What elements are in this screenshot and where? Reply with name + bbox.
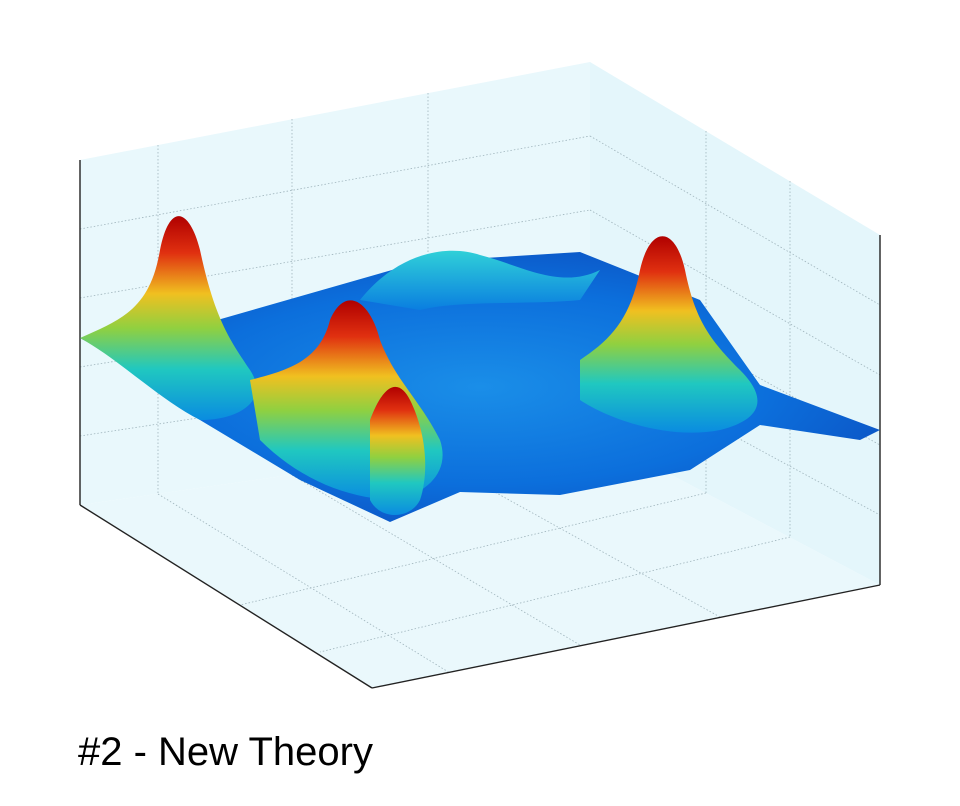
caption: #2 - New Theory <box>78 730 373 774</box>
axis-edge <box>371 584 881 689</box>
surface-ridge <box>360 250 600 310</box>
grid-line <box>157 493 451 674</box>
surface <box>80 216 880 522</box>
grid-line <box>79 209 591 299</box>
grid-line <box>79 135 591 230</box>
axis-edge <box>79 504 373 689</box>
floor <box>80 432 880 688</box>
grid-line <box>319 536 791 653</box>
axis-edges <box>79 160 881 689</box>
grid-line <box>239 492 707 606</box>
surface-peak <box>370 386 426 515</box>
surface-peak <box>80 216 257 420</box>
surface-peak <box>580 236 758 433</box>
